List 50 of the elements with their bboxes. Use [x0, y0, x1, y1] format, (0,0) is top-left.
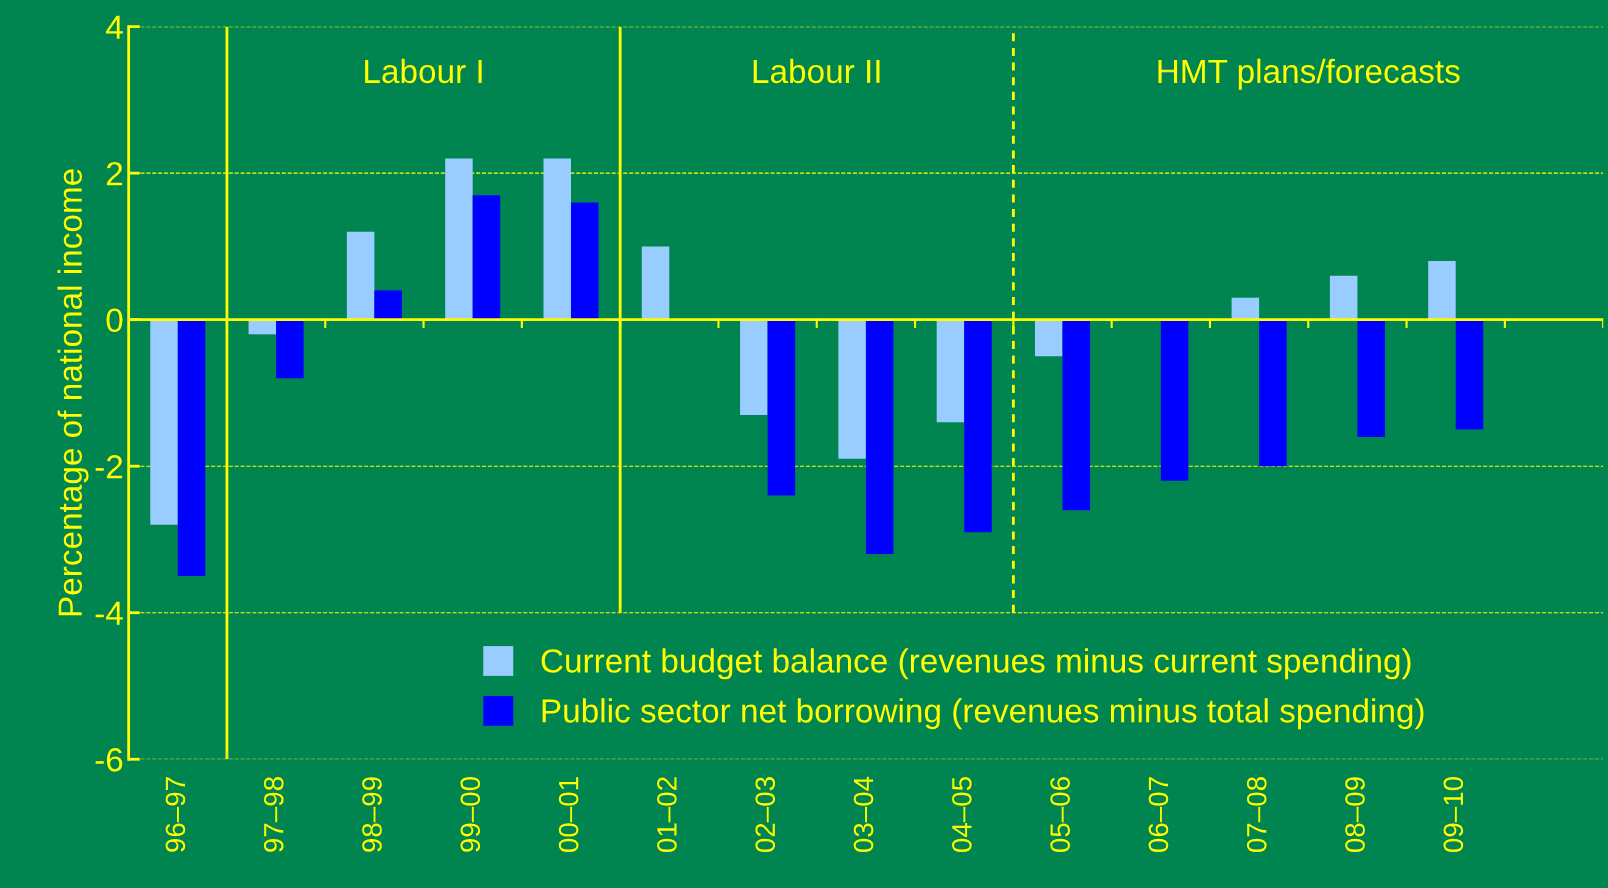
x-tick-label: 01–02	[657, 777, 677, 853]
legend-label: Current budget balance (revenues minus current spending)	[541, 648, 1411, 680]
legend-label: Public sector net borrowing (revenues minus total spending)	[542, 698, 1424, 730]
bar	[838, 319, 866, 459]
x-tick-label: 06–07	[1148, 777, 1169, 853]
bar	[964, 319, 992, 533]
bar	[936, 319, 965, 423]
bar	[1329, 275, 1358, 320]
bar	[865, 319, 894, 555]
annotation: HMT plans/forecasts	[1158, 58, 1460, 90]
bar	[1062, 319, 1091, 511]
x-tick-label: 09–10	[1443, 776, 1464, 853]
bar	[767, 319, 796, 496]
x-tick-label: 00–01	[558, 777, 579, 853]
bar	[1259, 319, 1287, 467]
bar	[740, 319, 768, 415]
x-tick-label: 02–03	[755, 777, 776, 853]
bar	[641, 246, 670, 320]
x-tick-label: 99–00	[460, 776, 481, 852]
y-tick-label: -2	[95, 455, 123, 479]
x-tick-label: 07–08	[1246, 777, 1267, 853]
bar	[177, 319, 206, 577]
x-tick-label: 03–04	[853, 776, 874, 853]
bar	[472, 195, 501, 320]
bar	[346, 231, 375, 320]
y-tick-label: 0	[106, 308, 123, 333]
annotation: Labour I	[365, 58, 482, 84]
x-tick-label: 98–99	[362, 777, 382, 852]
bar	[571, 202, 599, 320]
y-tick-label: 2	[106, 161, 123, 186]
y-axis-title: Percentage of national income	[57, 169, 89, 616]
y-tick-label: -6	[95, 748, 123, 772]
bar	[150, 319, 178, 525]
bar	[1455, 319, 1484, 430]
bar	[1160, 319, 1189, 481]
bar	[1428, 261, 1456, 320]
bar	[374, 290, 402, 320]
x-tick-label: 04–05	[952, 777, 972, 853]
annotation: Labour II	[753, 58, 880, 84]
bar	[543, 158, 571, 320]
y-tick-label: 4	[106, 15, 123, 39]
x-tick-label: 05–06	[1050, 777, 1070, 853]
y-tick-label: -4	[95, 601, 123, 625]
bar	[1357, 319, 1385, 437]
x-tick-label: 08–09	[1345, 777, 1365, 853]
bar	[276, 319, 304, 379]
bar	[445, 158, 473, 320]
bar	[1034, 319, 1063, 357]
x-tick-label: 96–97	[165, 777, 186, 852]
x-tick-label: 97–98	[263, 777, 284, 852]
